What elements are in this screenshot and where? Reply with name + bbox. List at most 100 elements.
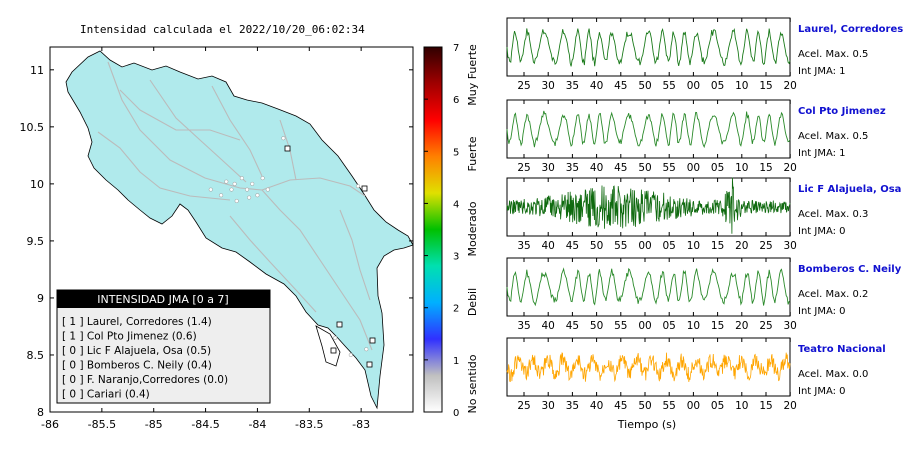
station-dot <box>265 187 270 192</box>
map-x-tick-label: -85 <box>145 418 163 431</box>
waveform-tick-label: 45 <box>614 80 627 92</box>
legend-row: [ 0 ] Lic F Alajuela, Osa (0.5) <box>62 345 211 357</box>
colorbar-label: Fuerte <box>466 136 479 171</box>
intensity-legend: INTENSIDAD JMA [0 a 7] [ 1 ] Laurel, Cor… <box>56 289 271 404</box>
waveform-tick-label: 15 <box>711 240 724 252</box>
waveform-tick-label: 25 <box>759 320 772 332</box>
station-dot <box>364 347 369 352</box>
map-title: Intensidad calculada el 2022/10/20_06:02… <box>80 23 365 36</box>
waveform-acel-max: Acel. Max. 0.5 <box>798 131 868 142</box>
waveform-tick-label: 35 <box>566 400 579 412</box>
waveform-tick-label: 05 <box>711 162 724 174</box>
waveform-tick-label: 30 <box>542 80 555 92</box>
waveform-tick-label: 30 <box>784 240 797 252</box>
station-dot <box>229 187 234 192</box>
legend-row: [ 1 ] Laurel, Corredores (1.4) <box>62 316 212 328</box>
station-dot <box>281 136 286 141</box>
waveform-tick-label: 10 <box>735 400 748 412</box>
waveform-tick-label: 10 <box>735 80 748 92</box>
waveform-tick-label: 45 <box>614 162 627 174</box>
waveform-tick-label: 25 <box>517 162 530 174</box>
waveform-tick-label: 50 <box>590 320 603 332</box>
station-dot <box>355 184 361 189</box>
waveform-tick-label: 25 <box>517 80 530 92</box>
map-y-tick-label: 10.5 <box>20 121 45 134</box>
waveform-station-name: Laurel, Corredores <box>798 24 903 35</box>
waveform-panels: 25 30 35 40 45 50 55 00 05 10 15 20 Laurel, Corredor… <box>506 17 903 412</box>
waveform-tick-label: 30 <box>542 400 555 412</box>
waveform-tick-label: 00 <box>638 240 651 252</box>
map-y-tick-label: 9 <box>37 292 44 305</box>
waveform-panel: 25 30 35 40 45 50 55 00 05 10 15 20 Col Pto Jimenez A… <box>506 99 886 174</box>
waveform-trace <box>506 110 791 149</box>
waveform-int-jma: Int JMA: 0 <box>798 306 846 317</box>
waveform-trace <box>506 177 791 234</box>
waveform-panel: 25 30 35 40 45 50 55 00 05 10 15 20 Laurel, Corredor… <box>506 17 903 92</box>
station-dot <box>333 335 338 340</box>
station-dot <box>219 193 224 198</box>
waveform-station-name: Teatro Nacional <box>798 344 886 355</box>
waveform-tick-label: 45 <box>566 320 579 332</box>
map-x-tick-label: -84 <box>248 418 266 431</box>
colorbar-tick-label: 6 <box>453 95 459 106</box>
waveform-tick-label: 35 <box>517 240 530 252</box>
colorbar-label: Debil <box>466 288 479 316</box>
station-dot <box>232 181 237 186</box>
waveform-tick-label: 10 <box>687 320 700 332</box>
map-y-tick-label: 10 <box>30 178 44 191</box>
waveform-trace <box>506 352 791 383</box>
waveform-tick-label: 00 <box>687 80 700 92</box>
waveform-tick-label: 15 <box>711 320 724 332</box>
map-y-axis: 8 8.5 9 9.5 10 10.5 11 <box>20 64 413 419</box>
legend-row: [ 0 ] F. Naranjo,Corredores (0.0) <box>62 374 228 386</box>
waveform-tick-label: 15 <box>759 80 772 92</box>
waveform-tick-label: 55 <box>614 320 627 332</box>
legend-row: [ 0 ] Cariari (0.4) <box>62 389 150 401</box>
map-x-axis: -86 -85.5 -85 -84.5 -84 -83.5 -83 <box>41 47 370 431</box>
waveform-tick-label: 25 <box>517 400 530 412</box>
station-dot <box>348 352 353 358</box>
waveform-frame <box>506 17 791 77</box>
waveform-tick-label: 55 <box>663 400 676 412</box>
waveform-tick-label: 15 <box>759 162 772 174</box>
map-x-tick-label: -83.5 <box>295 418 323 431</box>
colorbar-label: Moderado <box>466 201 479 256</box>
waveform-tick-label: 50 <box>638 400 651 412</box>
waveform-tick-label: 20 <box>735 320 748 332</box>
waveform-frame <box>506 99 791 159</box>
waveform-tick-label: 45 <box>566 240 579 252</box>
colorbar-tick-label: 7 <box>453 43 459 54</box>
waveform-tick-label: 35 <box>566 162 579 174</box>
waveform-tick-label: 05 <box>711 400 724 412</box>
waveform-tick-label: 50 <box>638 80 651 92</box>
colorbar-tick-label: 1 <box>453 356 459 367</box>
waveform-acel-max: Acel. Max. 0.3 <box>798 209 868 220</box>
waveform-tick-label: 40 <box>590 162 603 174</box>
colorbar-tick-label: 4 <box>453 199 459 210</box>
waveform-station-name: Col Pto Jimenez <box>798 106 886 117</box>
station-dot <box>255 193 260 198</box>
map-y-tick-label: 8.5 <box>27 349 45 362</box>
legend-row: [ 0 ] Bomberos C. Neily (0.4) <box>62 360 212 372</box>
map-x-tick-label: -86 <box>41 418 59 431</box>
waveform-tick-label: 40 <box>590 400 603 412</box>
colorbar-tick-label: 0 <box>453 408 459 419</box>
colorbar-tick-label: 5 <box>453 147 459 158</box>
waveform-tick-label: 15 <box>759 400 772 412</box>
map-y-tick-label: 11 <box>30 64 44 77</box>
station-markers <box>208 136 369 358</box>
waveform-station-name: Lic F Alajuela, Osa <box>798 184 901 195</box>
waveform-tick-label: 55 <box>663 162 676 174</box>
waveform-xlabel: Tiempo (s) <box>617 418 676 431</box>
waveform-tick-label: 25 <box>759 240 772 252</box>
waveform-tick-label: 55 <box>663 80 676 92</box>
station-dot <box>239 176 244 181</box>
costa-rica-landmass <box>65 50 414 410</box>
waveform-acel-max: Acel. Max. 0.0 <box>798 369 868 380</box>
waveform-panel: 25 30 35 40 45 50 55 00 05 10 15 20 Teatro Nacional A… <box>506 337 886 412</box>
waveform-tick-label: 10 <box>687 240 700 252</box>
map-x-tick-label: -83 <box>352 418 370 431</box>
waveform-int-jma: Int JMA: 0 <box>798 226 846 237</box>
waveform-tick-label: 50 <box>638 162 651 174</box>
